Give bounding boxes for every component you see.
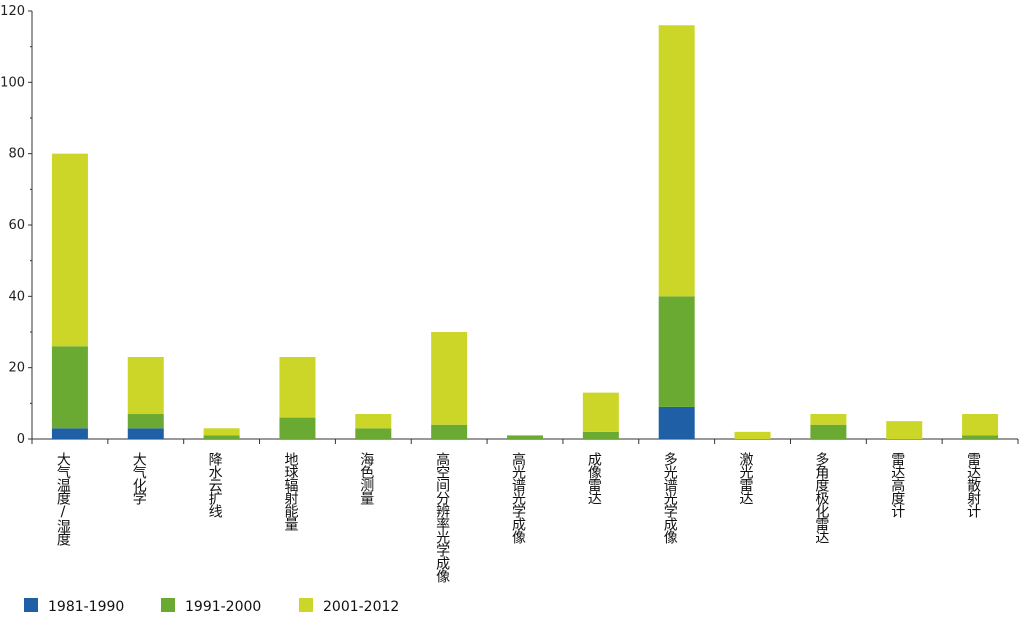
bar-segment <box>431 332 468 425</box>
x-category-label: 激光雷达 <box>738 451 754 505</box>
bar-segment <box>810 414 847 425</box>
legend-label: 1991-2000 <box>185 599 261 615</box>
x-category-label: 地球辐射能量 <box>282 452 298 531</box>
bar-segment <box>203 428 240 436</box>
bar-segment <box>279 356 316 418</box>
x-category-label: 大气温度/湿度 <box>55 452 71 546</box>
bar-segment <box>658 406 695 439</box>
y-tick-label: 20 <box>8 361 25 376</box>
legend-label: 2001-2012 <box>323 599 399 615</box>
bar-segment <box>127 356 164 415</box>
y-tick-label: 0 <box>17 432 25 447</box>
category-labels: 大气温度/湿度 大气化学 降水云扩线 地球辐射能量 海色测量 高空间分辨率光学成像 高光谱光… <box>55 451 981 583</box>
x-category-label: 成像雷达 <box>586 452 602 505</box>
x-category-label: 高空间分辨率光学成像 <box>434 451 450 583</box>
bar-segment <box>658 25 695 297</box>
bar-segment <box>203 435 240 439</box>
legend-swatch <box>299 598 313 612</box>
bar-segment <box>810 424 847 439</box>
x-category-label: 高光谱光学成像 <box>510 451 526 544</box>
x-category-label: 多角度极化雷达 <box>813 451 829 544</box>
x-category-label: 大气化学 <box>131 452 147 505</box>
y-tick-label: 40 <box>8 289 25 304</box>
bar-segment <box>962 435 999 439</box>
x-category-label: 雷达散射计 <box>965 452 981 518</box>
x-category-label: 海色测量 <box>358 452 374 505</box>
bar-segment <box>127 428 164 439</box>
bar-segment <box>355 414 392 429</box>
bar-segment <box>431 424 468 439</box>
x-category-label: 降水云扩线 <box>207 452 223 518</box>
bar-segment <box>582 431 619 439</box>
y-tick-label: 80 <box>8 147 25 162</box>
bar-segment <box>355 428 392 439</box>
bar-segment <box>279 417 316 439</box>
bar-segment <box>962 414 999 436</box>
legend-swatch <box>24 598 38 612</box>
legend: 1981-1990 1991-2000 2001-2012 <box>24 598 399 615</box>
legend-swatch <box>161 598 175 612</box>
bar-segment <box>734 431 771 439</box>
y-tick-label: 60 <box>8 218 25 233</box>
x-axis <box>31 438 1019 444</box>
bar-segment <box>51 428 88 439</box>
bars <box>51 25 999 439</box>
x-category-label: 多光谱光学成像 <box>662 451 678 544</box>
bar-segment <box>658 296 695 407</box>
bar-segment <box>886 421 923 439</box>
y-tick-label: 120 <box>0 4 25 19</box>
bar-segment <box>127 414 164 429</box>
bar-segment <box>582 392 619 432</box>
y-tick-label: 100 <box>0 75 25 90</box>
y-axis: 0 20 40 60 80 100 120 <box>0 4 33 447</box>
bar-segment <box>507 435 543 439</box>
legend-label: 1981-1990 <box>48 599 124 615</box>
x-category-label: 雷达高度计 <box>889 452 905 518</box>
bar-segment <box>51 346 88 429</box>
bar-segment <box>51 153 88 347</box>
